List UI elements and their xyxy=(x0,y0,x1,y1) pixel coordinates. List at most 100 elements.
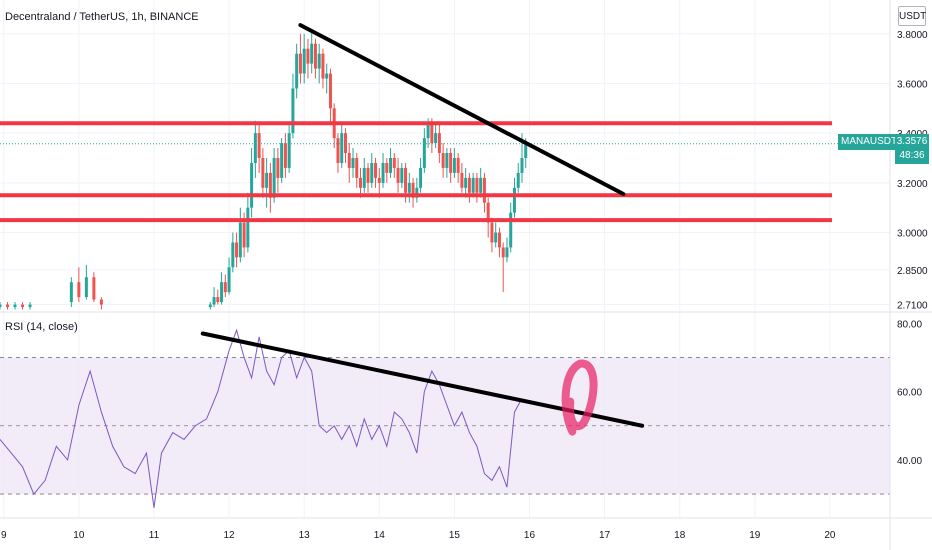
rsi-tick-label: 80.00 xyxy=(897,319,922,330)
candle-body xyxy=(456,158,460,173)
last-price-tag: 3.3576 48:36 xyxy=(895,134,929,164)
time-axis[interactable]: 9 10 11 12 13 14 15 16 17 18 19 20 xyxy=(1,530,836,541)
candle-body xyxy=(505,247,509,258)
candle-body xyxy=(235,242,239,258)
candle-body xyxy=(366,167,370,183)
candle-body xyxy=(265,172,269,188)
candle-body xyxy=(370,162,374,183)
rsi-axis[interactable]: 40.00 60.00 80.00 xyxy=(897,319,922,467)
candle-body xyxy=(437,133,441,154)
candle-body xyxy=(479,177,483,193)
candle-body xyxy=(21,304,25,308)
candle-body xyxy=(441,153,445,168)
candle-body xyxy=(283,143,287,168)
candle-body xyxy=(77,282,81,298)
candle-body xyxy=(490,222,494,243)
candle-body xyxy=(362,167,366,188)
candle-body xyxy=(374,162,378,178)
candle-body xyxy=(340,133,344,163)
support-resistance-levels xyxy=(0,121,832,223)
candle-body xyxy=(291,88,295,134)
time-tick-label: 20 xyxy=(824,530,836,541)
candle-body xyxy=(69,282,73,303)
candle-body xyxy=(321,53,325,79)
candle-body xyxy=(434,133,438,144)
candle-body xyxy=(223,282,227,293)
currency-button[interactable]: USDT xyxy=(898,6,926,26)
time-tick-label: 10 xyxy=(73,530,85,541)
candle-body xyxy=(246,207,250,248)
candle-body xyxy=(520,158,524,173)
time-tick-label: 15 xyxy=(449,530,461,541)
candle-body xyxy=(381,162,385,183)
candle-body xyxy=(509,212,513,248)
candle-body xyxy=(482,177,486,203)
candle-body xyxy=(13,304,17,308)
rsi-indicator-title[interactable]: RSI (14, close) xyxy=(5,321,78,333)
candle-body xyxy=(257,133,261,158)
time-tick-label: 9 xyxy=(1,530,7,541)
candle-body xyxy=(392,158,396,168)
price-tick-label: 2.7100 xyxy=(897,301,928,312)
rsi-line xyxy=(0,328,523,508)
time-tick-label: 19 xyxy=(749,530,761,541)
candle-body xyxy=(422,138,426,168)
candle-body xyxy=(261,158,265,188)
candle-body xyxy=(231,242,235,268)
candle-body xyxy=(212,297,216,305)
candle-body xyxy=(516,172,520,188)
candle-body xyxy=(411,182,415,198)
candle-body xyxy=(28,304,32,308)
candle-body xyxy=(227,267,231,293)
candle-body xyxy=(407,182,411,193)
candle-body xyxy=(460,172,464,188)
rsi-tick-label: 40.00 xyxy=(897,456,922,467)
candle-body xyxy=(238,222,242,258)
ticker-label: MANAUSDT xyxy=(838,134,901,150)
candle-body xyxy=(464,177,468,188)
candle-body xyxy=(497,232,501,248)
candle-body xyxy=(268,172,272,198)
candle-body xyxy=(272,158,276,198)
candle-body xyxy=(208,304,212,308)
candle-body xyxy=(355,158,359,178)
candle-body xyxy=(0,304,2,308)
candle-body xyxy=(6,304,10,308)
price-tick-label: 3.8000 xyxy=(897,30,928,41)
candle-body xyxy=(302,48,306,74)
price-tick-label: 2.8500 xyxy=(897,266,928,277)
time-tick-label: 16 xyxy=(524,530,536,541)
candle-body xyxy=(343,133,347,154)
candle-body xyxy=(467,177,471,193)
time-tick-label: 17 xyxy=(599,530,611,541)
candle-body xyxy=(347,153,351,168)
rsi-breakout-marker xyxy=(561,359,598,436)
candle-body xyxy=(359,177,363,188)
candle-body xyxy=(385,162,389,173)
candle-body xyxy=(216,297,220,303)
candle-body xyxy=(325,73,329,79)
time-tick-label: 13 xyxy=(299,530,311,541)
candle-body xyxy=(310,43,314,64)
price-tick-label: 3.2000 xyxy=(897,179,928,190)
price-tick-label: 3.0000 xyxy=(897,229,928,240)
candle-body xyxy=(404,167,408,193)
candle-body xyxy=(313,43,317,69)
time-tick-label: 11 xyxy=(149,530,160,541)
candle-body xyxy=(512,187,516,213)
candle-body xyxy=(377,177,381,183)
price-axis[interactable]: 2.71002.85003.00003.20003.40003.60003.80… xyxy=(897,30,928,312)
candle-body xyxy=(389,158,393,173)
candle-body xyxy=(494,232,498,243)
candle-body xyxy=(250,162,254,208)
time-tick-label: 18 xyxy=(674,530,686,541)
rsi-band xyxy=(0,357,890,495)
candle-body xyxy=(415,187,419,198)
chart-title: Decentraland / TetherUS, 1h, BINANCE xyxy=(5,11,199,23)
candle-body xyxy=(280,143,284,178)
candle-body xyxy=(400,167,404,183)
candle-body xyxy=(426,123,430,139)
candle-body xyxy=(396,167,400,183)
candle-body xyxy=(298,53,302,74)
